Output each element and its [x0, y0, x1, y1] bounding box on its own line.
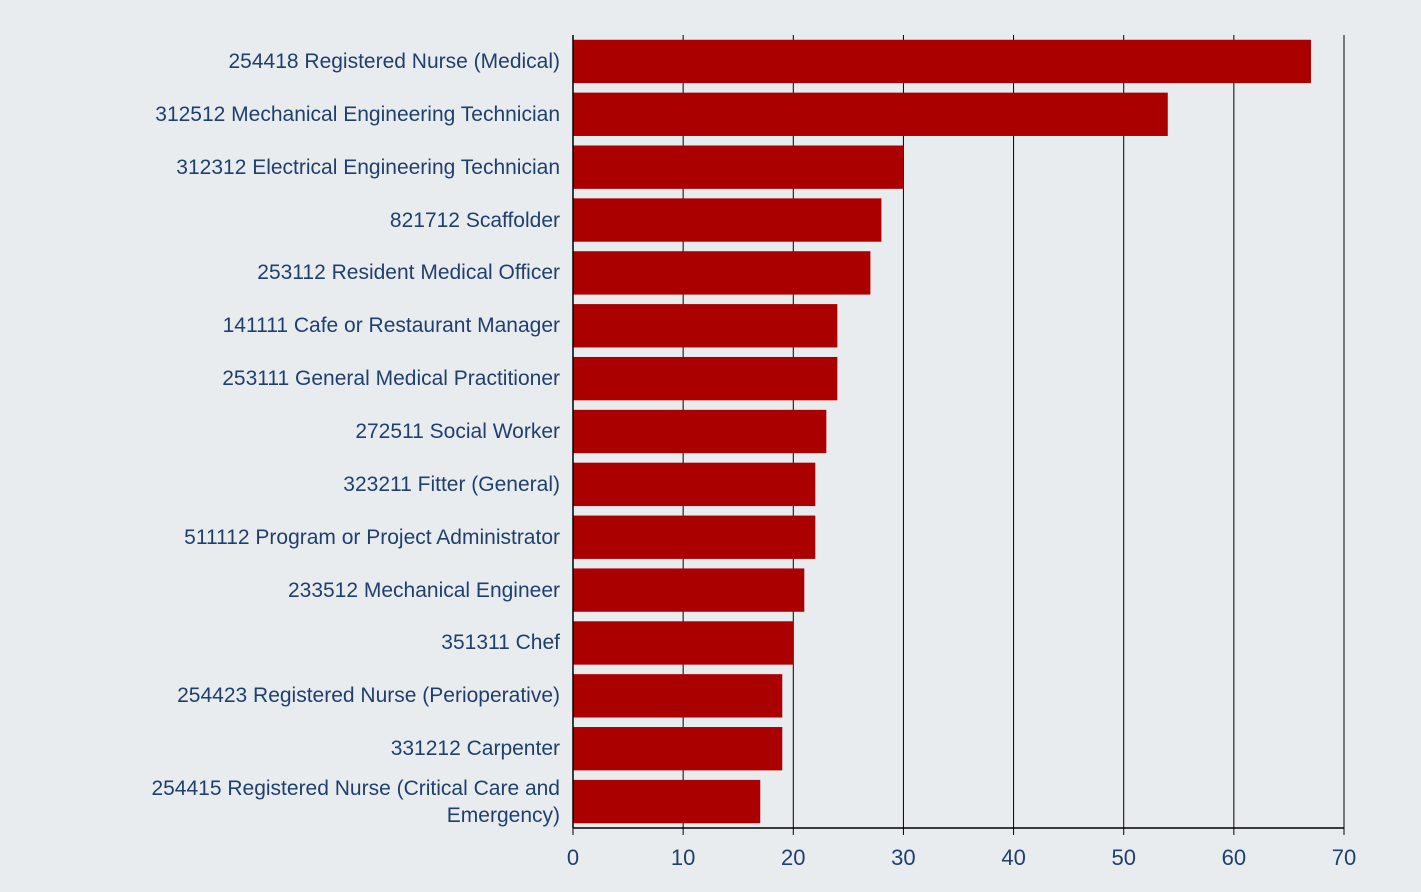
y-tick-label: 253112 Resident Medical Officer: [257, 261, 560, 285]
y-tick-label: 351311 Chef: [441, 631, 560, 655]
y-tick-label: 312512 Mechanical Engineering Technician: [155, 102, 560, 126]
bar: [573, 39, 1311, 84]
x-tick-label: 20: [781, 845, 805, 870]
y-tick-label: 821712 Scaffolder: [389, 208, 560, 232]
x-tick-label: 70: [1332, 845, 1356, 870]
bar: [573, 304, 838, 348]
x-tick-label: 50: [1111, 845, 1135, 870]
bar: [573, 621, 794, 665]
y-tick-label: 254415 Registered Nurse (Critical Care a…: [151, 776, 560, 827]
bar: [573, 251, 871, 295]
x-tick-label: 0: [567, 845, 579, 870]
y-tick-label: 253111 General Medical Practitioner: [222, 367, 560, 391]
bar: [573, 92, 1168, 136]
bar: [573, 356, 838, 401]
bar: [573, 515, 816, 559]
y-tick-label: 254423 Registered Nurse (Perioperative): [177, 684, 560, 708]
y-tick-label: 312312 Electrical Engineering Technician: [176, 155, 560, 179]
y-tick-label: 511112 Program or Project Administrator: [184, 525, 560, 549]
bar: [573, 462, 816, 507]
bar: [573, 674, 783, 718]
bar: [573, 779, 761, 824]
y-tick-label: 141111 Cafe or Restaurant Manager: [222, 314, 560, 338]
y-tick-label: 323211 Fitter (General): [343, 472, 560, 496]
bar: [573, 409, 827, 454]
y-tick-label: 331212 Carpenter: [390, 737, 560, 761]
bar: [573, 727, 783, 771]
x-tick-label: 30: [891, 845, 915, 870]
bar: [573, 145, 904, 189]
y-tick-label: 254418 Registered Nurse (Medical): [228, 49, 561, 73]
bar: [573, 198, 882, 242]
x-tick-label: 40: [1001, 845, 1025, 870]
y-tick-label: 233512 Mechanical Engineer: [287, 578, 560, 602]
bar: [573, 568, 805, 612]
x-tick-label: 10: [671, 845, 695, 870]
y-tick-label: 272511 Social Worker: [355, 419, 560, 443]
x-tick-label: 60: [1222, 845, 1246, 870]
